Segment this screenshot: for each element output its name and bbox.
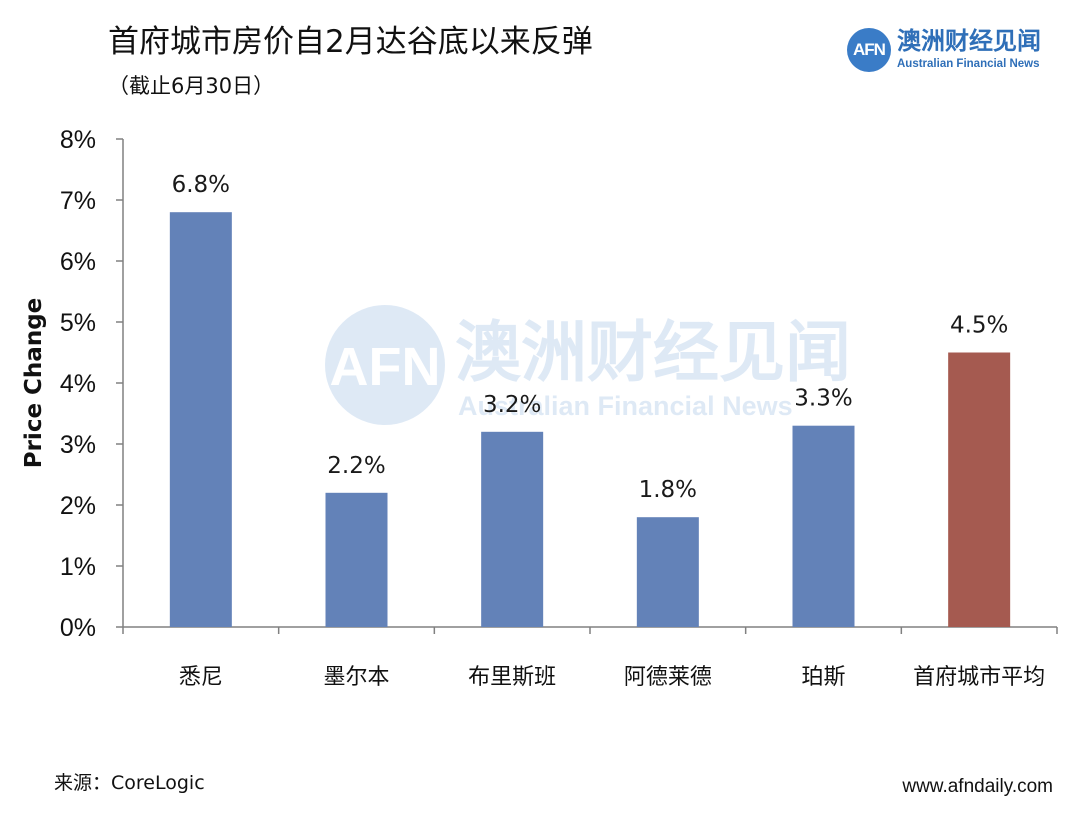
x-tick-label: 墨尔本 (323, 665, 389, 690)
chart-axes: 0% 1% 2% 3% 4% 5% 6% 7% 8% (60, 126, 1058, 642)
brand-logo-block: AFN 澳洲财经见闻 Australian Financial News (847, 26, 1067, 76)
watermark-logo-text: AFN (330, 337, 441, 397)
x-tick-label: 珀斯 (801, 665, 845, 690)
data-label: 3.3% (794, 386, 852, 412)
source-note: 来源：CoreLogic (54, 772, 205, 794)
data-label: 2.2% (327, 453, 385, 479)
x-tick-label: 阿德莱德 (624, 665, 712, 690)
y-tick-label: 1% (60, 553, 96, 581)
chart-title: 首府城市房价自2月达谷底以来反弹 (108, 24, 593, 60)
watermark-name-en: Australian Financial News (458, 391, 793, 421)
y-tick-label: 4% (60, 370, 96, 398)
y-tick-label: 2% (60, 492, 96, 520)
data-label: 1.8% (639, 477, 697, 503)
watermark: AFN 澳洲财经见闻 Australian Financial News (325, 305, 851, 425)
bar-chart: AFN 澳洲财经见闻 Australian Financial News 0% 1… (21, 126, 1058, 690)
y-axis-label: Price Change (21, 298, 47, 469)
watermark-logo-icon (325, 305, 445, 425)
brand-name-cn: 澳洲财经见闻 (897, 27, 1041, 55)
x-tick-label: 布里斯班 (468, 665, 556, 690)
y-tick-label: 5% (60, 309, 96, 337)
bar (169, 212, 232, 627)
watermark-name-cn: 澳洲财经见闻 (455, 314, 851, 391)
data-label: 6.8% (172, 172, 230, 198)
brand-name-en: Australian Financial News (897, 58, 1040, 70)
data-label: 4.5% (950, 313, 1008, 339)
afn-logo-icon: AFN (847, 28, 891, 72)
bar (636, 517, 699, 627)
y-tick-label: 6% (60, 248, 96, 276)
y-tick-label: 3% (60, 431, 96, 459)
bar (948, 352, 1011, 627)
x-tick-label: 首府城市平均 (913, 665, 1045, 690)
bar (792, 425, 855, 627)
y-tick-label: 7% (60, 187, 96, 215)
chart-labels: 6.8% 悉尼 2.2% 墨尔本 3.2% 布里斯班 1.8% 阿德莱德 3.3% 珀斯 4.5% 首… (172, 172, 1046, 690)
chart-subtitle: （截止6月30日） (108, 74, 275, 98)
bar (481, 431, 544, 627)
bar (325, 492, 388, 627)
y-tick-label: 0% (60, 614, 96, 642)
y-tick-label: 8% (60, 126, 96, 154)
x-tick-label: 悉尼 (179, 665, 223, 690)
data-label: 3.2% (483, 392, 541, 418)
chart-bars (169, 212, 1011, 627)
website-url: www.afndaily.com (902, 776, 1053, 797)
